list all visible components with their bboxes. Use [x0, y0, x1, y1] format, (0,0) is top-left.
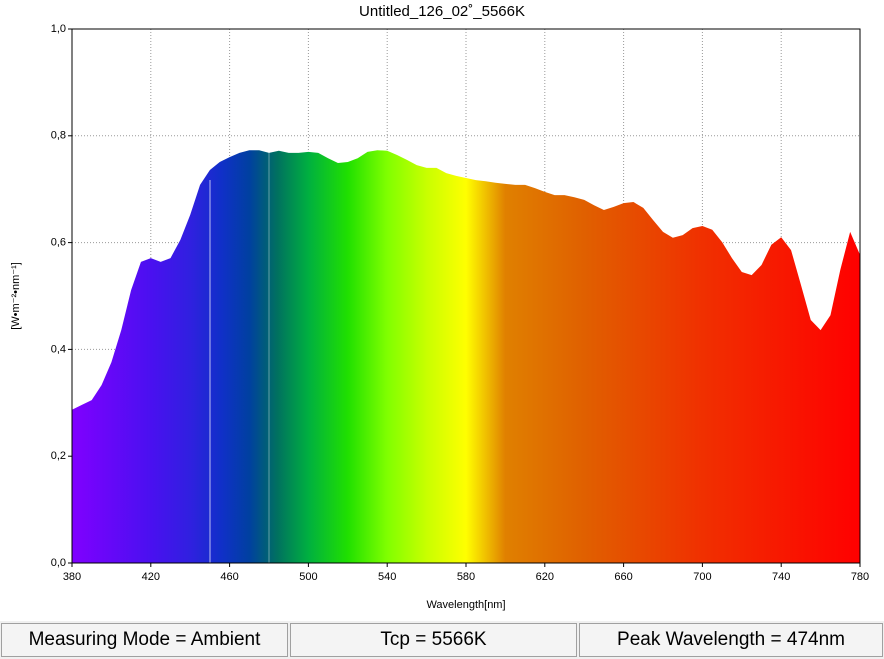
- y-tick-label: 1,0: [51, 23, 66, 35]
- x-tick-label: 460: [220, 571, 238, 583]
- y-tick-label: 0,6: [51, 237, 66, 249]
- y-tick-label: 0,0: [51, 557, 66, 569]
- x-tick-label: 780: [851, 571, 869, 583]
- plot-frame: [71, 28, 861, 564]
- status-cell: Tcp = 5566K: [290, 623, 577, 657]
- y-tick-label: 0,8: [51, 130, 66, 142]
- chart-title: Untitled_126_02˚_5566K: [359, 3, 525, 20]
- x-tick-label: 620: [536, 571, 554, 583]
- y-axis-label: [W•m⁻²•nm⁻¹]: [10, 262, 22, 330]
- x-axis-label: Wavelength[nm]: [426, 599, 505, 611]
- x-tick-label: 740: [772, 571, 790, 583]
- status-bar: Measuring Mode = Ambient Tcp = 5566K Pea…: [0, 621, 884, 659]
- chart: Untitled_126_02˚_5566K Wavelength[nm] [W…: [10, 3, 869, 611]
- x-tick-label: 380: [63, 571, 81, 583]
- y-tick-label: 0,4: [51, 343, 66, 355]
- spectrum-area: [72, 150, 860, 563]
- x-tick-label: 500: [299, 571, 317, 583]
- x-tick-label: 540: [378, 571, 396, 583]
- status-cell: Measuring Mode = Ambient: [1, 623, 288, 657]
- status-cell: Peak Wavelength = 474nm: [579, 623, 883, 657]
- y-tick-label: 0,2: [51, 450, 66, 462]
- x-tick-label: 420: [142, 571, 160, 583]
- x-tick-label: 580: [457, 571, 475, 583]
- x-tick-label: 660: [614, 571, 632, 583]
- x-tick-label: 700: [693, 571, 711, 583]
